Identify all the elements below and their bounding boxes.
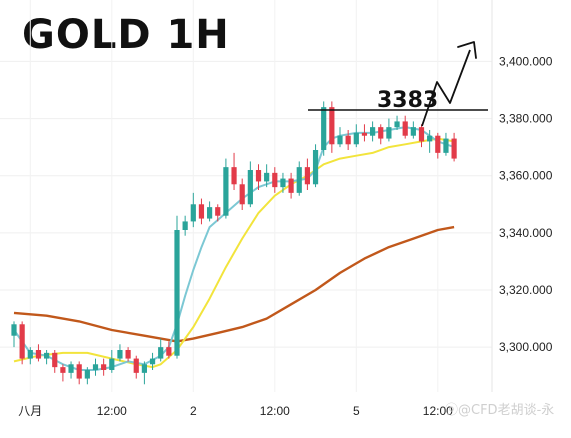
candle-body [11, 324, 17, 336]
candle-body [427, 135, 433, 142]
candle-body [378, 127, 384, 139]
x-tick-label: 12:00 [423, 404, 453, 418]
candle-body [321, 107, 327, 150]
y-tick-label: 3,300.000 [499, 340, 553, 354]
candle-body [231, 167, 237, 185]
x-tick-label: 2 [190, 404, 197, 418]
candle-body [394, 121, 400, 128]
candle-body [239, 184, 245, 205]
ma-slow-line [13, 225, 455, 343]
candle-body [345, 135, 351, 145]
y-tick-label: 3,380.000 [499, 112, 553, 126]
candle-body [296, 167, 302, 193]
candle-body [329, 107, 335, 145]
candle-body [158, 347, 164, 359]
chart-title: GOLD 1H [22, 12, 230, 58]
candle-body [19, 324, 25, 359]
candle-body [101, 364, 107, 370]
resistance-label: 3383 [377, 88, 438, 113]
y-tick-label: 3,360.000 [499, 169, 553, 183]
candle-body [198, 204, 205, 219]
candle-body [52, 352, 58, 368]
candle-body [370, 127, 376, 136]
candle-body [27, 350, 33, 359]
projection-arrow-head [457, 41, 477, 59]
candle-body [44, 352, 50, 359]
candle-body [149, 358, 156, 365]
candle-body [223, 167, 229, 216]
candle-body [272, 172, 278, 188]
candle-body [117, 350, 123, 359]
x-tick-label: 12:00 [260, 404, 290, 418]
candle-body [84, 370, 90, 379]
candle-body [443, 138, 449, 153]
candle-body [92, 364, 99, 370]
candle-body [182, 221, 188, 230]
candle-body [418, 127, 425, 142]
y-tick-label: 3,400.000 [499, 54, 553, 68]
watermark: ⓞ@CFD老胡谈-永 [445, 403, 555, 418]
y-tick-label: 3,340.000 [499, 226, 553, 240]
candle-body [386, 127, 392, 139]
ma-mid-line [13, 137, 455, 369]
candle-body [133, 358, 139, 373]
candle-body [141, 364, 147, 373]
candle-body [207, 207, 213, 219]
candle-body [280, 178, 286, 188]
candle-body [337, 135, 343, 145]
candle-body [60, 367, 66, 373]
candle-body [68, 364, 74, 373]
candle-body [264, 172, 270, 182]
candle-body [304, 167, 310, 185]
candle-body [402, 121, 408, 136]
candle-body [288, 178, 294, 193]
x-tick-label: 5 [353, 404, 360, 418]
y-tick-label: 3,320.000 [499, 283, 553, 297]
candle-body [312, 150, 319, 185]
candle-body [451, 138, 457, 159]
projection-arrow-path [421, 49, 471, 127]
candle-body [410, 127, 416, 136]
candle-body [35, 350, 42, 359]
candle-body [109, 358, 115, 370]
x-tick-label: 八月 [18, 404, 42, 418]
candle-body [125, 350, 131, 359]
x-tick-label: 12:00 [97, 404, 127, 418]
candle-body [166, 347, 172, 356]
candle-body [190, 204, 196, 222]
candle-body [435, 135, 441, 153]
candle-body [353, 132, 359, 145]
candle-body [255, 170, 262, 182]
candle-body [174, 230, 180, 356]
candle-body [76, 364, 82, 379]
candle-body [361, 132, 368, 136]
candle-body [215, 207, 221, 216]
candle-body [247, 170, 253, 205]
